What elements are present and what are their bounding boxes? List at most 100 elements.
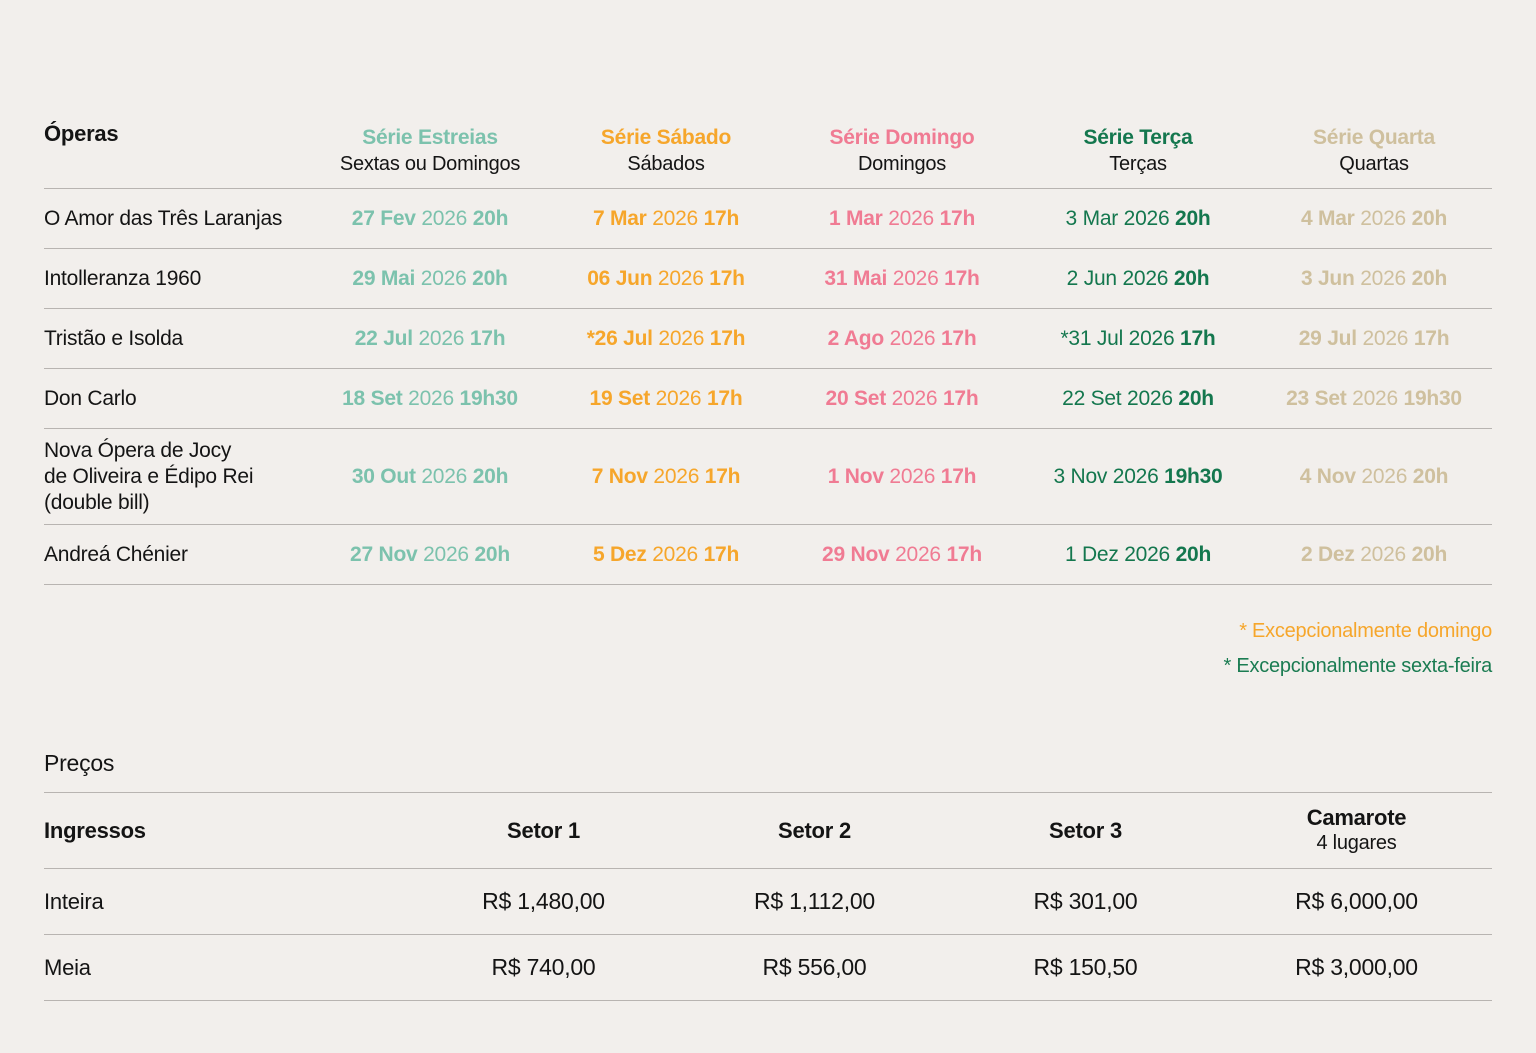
date-time: 17h xyxy=(703,542,740,566)
series-title: Série Domingo xyxy=(829,126,975,149)
price-column-title: Setor 3 xyxy=(1049,817,1122,843)
schedule-date: 7 Mar 2026 17h xyxy=(548,207,784,231)
table-row: Andreá Chénier 27 Nov 2026 20h 5 Dez 202… xyxy=(44,525,1492,585)
date-day: 29 Nov xyxy=(822,542,890,566)
date-time: 17h xyxy=(706,386,743,410)
date-day: 4 Nov xyxy=(1299,464,1356,488)
opera-name: Don Carlo xyxy=(44,386,137,410)
date-time: 17h xyxy=(940,464,977,488)
schedule-date: 30 Out 2026 20h xyxy=(312,465,548,489)
date-year: 2026 xyxy=(889,464,936,488)
date-day: 2 Ago xyxy=(827,326,885,350)
date-time: 17h xyxy=(1413,326,1450,350)
date-time: 17h xyxy=(940,326,977,350)
price-value: R$ 1,480,00 xyxy=(482,888,605,914)
price-value: R$ 6,000,00 xyxy=(1295,888,1418,914)
date-time: 20h xyxy=(1175,542,1212,566)
date-time: 17h xyxy=(944,266,980,290)
date-day: 18 Set xyxy=(342,386,403,410)
price-value: R$ 740,00 xyxy=(491,954,596,980)
opera-name: Andreá Chénier xyxy=(44,542,188,566)
date-year: 2026 xyxy=(1128,326,1175,350)
date-time: 20h xyxy=(472,266,508,290)
date-year: 2026 xyxy=(1123,206,1170,230)
date-time: 17h xyxy=(946,542,982,566)
schedule-date: 2 Dez 2026 20h xyxy=(1256,543,1492,567)
setor-2-header: Setor 2 xyxy=(679,818,950,844)
date-year: 2026 xyxy=(888,206,934,230)
price-value: R$ 1,112,00 xyxy=(754,888,875,914)
date-year: 2026 xyxy=(1122,266,1169,290)
date-year: 2026 xyxy=(655,386,702,410)
date-year: 2026 xyxy=(653,464,700,488)
date-year: 2026 xyxy=(1127,386,1173,410)
price-row-inteira: Inteira R$ 1,480,00 R$ 1,112,00 R$ 301,0… xyxy=(44,869,1492,935)
date-day: 7 Mar xyxy=(592,206,647,230)
opera-name: Nova Ópera de Jocy de Oliveira e Édipo R… xyxy=(44,438,254,514)
schedule-date: 27 Fev 2026 20h xyxy=(312,207,548,231)
schedule-date: 2 Jun 2026 20h xyxy=(1020,267,1256,291)
series-subtitle: Sextas ou Domingos xyxy=(339,153,521,175)
schedule-date: 1 Nov 2026 17h xyxy=(784,465,1020,489)
footnote-domingo: * Excepcionalmente domingo xyxy=(1239,620,1492,642)
series-subtitle: Terças xyxy=(1109,153,1167,175)
schedule-date: 29 Nov 2026 17h xyxy=(784,543,1020,567)
series-title: Série Estreias xyxy=(362,126,498,149)
opera-name: O Amor das Três Laranjas xyxy=(44,206,283,230)
prices-heading: Preços xyxy=(44,750,115,776)
price-value: R$ 150,50 xyxy=(1033,954,1138,980)
schedule-date: 5 Dez 2026 17h xyxy=(548,543,784,567)
price-value: R$ 3,000,00 xyxy=(1295,954,1418,980)
operas-header-label: Óperas xyxy=(44,121,119,146)
schedule-header-row: Óperas Série Estreias Sextas ou Domingos… xyxy=(44,0,1492,189)
date-time: 17h xyxy=(1180,326,1216,350)
series-subtitle: Sábados xyxy=(627,153,705,175)
price-header-row: Ingressos Setor 1 Setor 2 Setor 3 Camaro… xyxy=(44,793,1492,869)
date-day: 22 Jul xyxy=(354,326,413,350)
opera-name: Intolleranza 1960 xyxy=(44,266,202,290)
date-year: 2026 xyxy=(1360,542,1406,566)
series-title: Série Terça xyxy=(1083,126,1193,149)
date-time: 19h30 xyxy=(459,386,519,410)
date-time: 17h xyxy=(469,326,506,350)
date-year: 2026 xyxy=(657,266,704,290)
date-day: 30 Out xyxy=(351,464,416,488)
date-day: 2 Jun xyxy=(1066,266,1117,290)
date-time: 17h xyxy=(704,464,741,488)
price-row-meia: Meia R$ 740,00 R$ 556,00 R$ 150,50 R$ 3,… xyxy=(44,935,1492,1001)
date-time: 20h xyxy=(472,206,509,230)
date-time: 20h xyxy=(1173,266,1210,290)
table-row: Tristão e Isolda 22 Jul 2026 17h *26 Jul… xyxy=(44,309,1492,369)
table-row: O Amor das Três Laranjas 27 Fev 2026 20h… xyxy=(44,189,1492,249)
price-column-title: Camarote xyxy=(1306,805,1407,830)
schedule-date: 4 Mar 2026 20h xyxy=(1256,207,1492,231)
date-year: 2026 xyxy=(1362,326,1409,350)
opera-name: Tristão e Isolda xyxy=(44,326,183,350)
date-time: 17h xyxy=(942,386,979,410)
date-time: 17h xyxy=(939,206,976,230)
date-time: 20h xyxy=(1411,206,1448,230)
series-subtitle: Domingos xyxy=(857,153,947,175)
schedule-date: 18 Set 2026 19h30 xyxy=(312,387,548,411)
table-row: Nova Ópera de Jocy de Oliveira e Édipo R… xyxy=(44,429,1492,525)
date-time: 19h30 xyxy=(1164,464,1223,488)
schedule-date: 22 Set 2026 20h xyxy=(1020,387,1256,411)
ingressos-header: Ingressos xyxy=(44,817,146,843)
series-title: Série Quarta xyxy=(1312,126,1435,149)
schedule-date: 3 Mar 2026 20h xyxy=(1020,207,1256,231)
footnote-sexta-feira: * Excepcionalmente sexta-feira xyxy=(1223,655,1493,677)
date-day: 3 Jun xyxy=(1300,266,1355,290)
price-value: R$ 556,00 xyxy=(762,954,867,980)
operas-column-header: Óperas xyxy=(44,95,312,177)
date-day: 4 Mar xyxy=(1300,206,1355,230)
date-year: 2026 xyxy=(889,326,936,350)
series-subtitle: Quartas xyxy=(1339,153,1409,175)
footnotes: * Excepcionalmente domingo * Excepcional… xyxy=(44,614,1493,684)
date-year: 2026 xyxy=(1361,464,1408,488)
price-column-title: Setor 1 xyxy=(507,817,580,843)
date-day: 20 Set xyxy=(825,386,887,410)
date-year: 2026 xyxy=(423,542,469,566)
schedule-date: 23 Set 2026 19h30 xyxy=(1256,387,1492,411)
schedule-date: 3 Jun 2026 20h xyxy=(1256,267,1492,291)
